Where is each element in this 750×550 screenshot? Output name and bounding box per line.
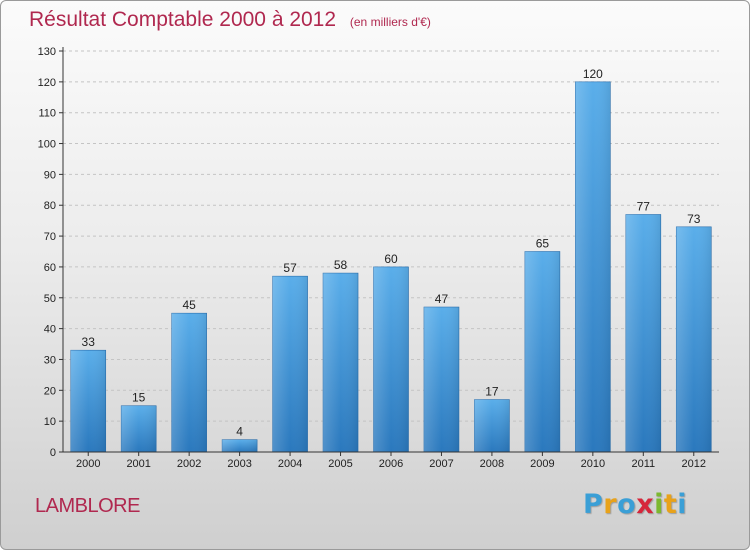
y-tick-label: 70 (44, 231, 56, 243)
x-tick-label: 2004 (278, 458, 302, 470)
y-tick-label: 40 (44, 324, 56, 336)
bar-value-label: 47 (435, 292, 449, 306)
proxiti-logo: Proxiti (583, 489, 687, 520)
bar-shine (423, 307, 459, 452)
bar-value-label: 60 (384, 252, 398, 266)
x-tick-label: 2011 (631, 458, 655, 470)
y-tick-label: 110 (38, 108, 56, 120)
y-tick-label: 100 (38, 139, 56, 151)
bar-shine (272, 276, 308, 452)
bar-shine (676, 226, 712, 452)
x-tick-label: 2010 (581, 458, 605, 470)
bar-value-label: 57 (283, 261, 297, 275)
bar-value-label: 65 (536, 237, 550, 251)
chart-title-text: Résultat Comptable 2000 à 2012 (29, 8, 337, 31)
y-tick-label: 90 (44, 169, 56, 181)
y-tick-label: 80 (44, 200, 56, 212)
bar-shine (171, 313, 207, 452)
logo-letter: o (617, 489, 637, 520)
bar-shine (625, 214, 661, 452)
x-tick-label: 2007 (429, 458, 453, 470)
bar-shine (373, 266, 409, 452)
commune-name: LAMBLORE (35, 495, 140, 517)
x-tick-label: 2003 (227, 458, 251, 470)
x-tick-label: 2001 (126, 458, 150, 470)
bar-shine (575, 81, 611, 452)
y-tick-label: 50 (44, 293, 56, 305)
bar-shine (323, 273, 359, 452)
bar-value-label: 15 (132, 391, 146, 405)
bar-shine (70, 350, 106, 452)
logo-letter: i (654, 489, 664, 520)
x-tick-label: 2002 (177, 458, 201, 470)
logo-letter: P (583, 489, 604, 520)
y-tick-label: 60 (44, 262, 56, 274)
bar-value-label: 45 (182, 298, 196, 312)
bars: 33 15 45 4 57 58 60 47 17 65 120 77 73 (70, 67, 712, 453)
y-tick-label: 20 (44, 385, 56, 397)
bar-shine (524, 251, 560, 452)
y-tick-label: 30 (44, 354, 56, 366)
logo-letter: r (603, 489, 618, 520)
logo-letter: t (663, 489, 678, 520)
chart-subtitle: (en milliers d'€) (349, 15, 431, 29)
x-tick-label: 2000 (76, 458, 100, 470)
bar-value-label: 4 (236, 425, 243, 439)
bar-value-label: 58 (334, 258, 348, 272)
x-tick-label: 2009 (530, 458, 554, 470)
bar-value-label: 17 (485, 385, 499, 399)
bar-shine (222, 439, 258, 452)
x-tick-label: 2008 (480, 458, 504, 470)
bar-shine (474, 399, 510, 452)
logo-letter: i (677, 489, 688, 520)
y-tick-label: 130 (38, 46, 56, 58)
x-tick-label: 2012 (682, 458, 706, 470)
y-tick-label: 10 (44, 416, 56, 428)
bar-shine (121, 405, 157, 452)
bar-value-label: 77 (637, 199, 651, 213)
logo-letter: x (636, 489, 655, 520)
bar-value-label: 73 (687, 212, 701, 226)
axes: 0 10 20 30 40 50 60 70 80 90 100 110 120 130 2000 2001 2… (38, 46, 719, 470)
bar-value-label: 33 (82, 335, 96, 349)
x-tick-label: 2005 (328, 458, 352, 470)
bar-value-label: 120 (583, 67, 603, 81)
x-tick-label: 2006 (379, 458, 403, 470)
y-tick-label: 0 (50, 447, 56, 459)
y-tick-label: 120 (38, 77, 56, 89)
chart-title: Résultat Comptable 2000 à 2012 (en milli… (29, 8, 431, 32)
